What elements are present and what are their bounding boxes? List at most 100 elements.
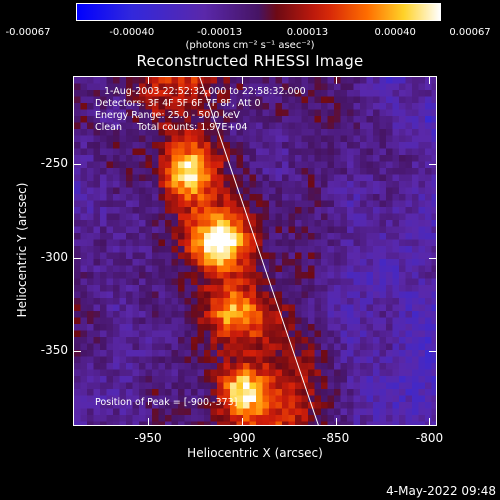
heatmap-cell — [230, 181, 237, 188]
heatmap-cell — [139, 129, 146, 136]
colorbar-units: (photons cm⁻² s⁻¹ asec⁻²) — [185, 40, 315, 51]
heatmap-cell — [288, 122, 296, 130]
heatmap-cell — [119, 103, 127, 110]
heatmap-cell — [392, 181, 400, 188]
heatmap-cell — [327, 402, 335, 409]
heatmap-cell — [139, 395, 146, 403]
heatmap-cell — [327, 272, 335, 279]
heatmap-cell — [301, 129, 309, 136]
heatmap-cell — [106, 363, 114, 370]
heatmap-cell — [392, 220, 400, 227]
heatmap-cell — [288, 317, 296, 325]
heatmap-cell — [93, 382, 101, 390]
heatmap-cell — [360, 96, 367, 104]
heatmap-cell — [126, 291, 133, 299]
heatmap-cell — [158, 389, 166, 396]
heatmap-cell — [223, 337, 231, 344]
heatmap-cell — [178, 233, 185, 240]
heatmap-cell — [321, 265, 328, 273]
heatmap-cell — [236, 421, 244, 425]
heatmap-cell — [184, 83, 192, 91]
heatmap-cell — [184, 382, 192, 390]
heatmap-cell — [119, 421, 127, 425]
heatmap-cell — [340, 382, 348, 390]
heatmap-cell — [223, 395, 231, 403]
heatmap-cell — [282, 135, 289, 143]
heatmap-cell — [425, 259, 432, 266]
heatmap-cell — [184, 402, 192, 409]
heatmap-cell — [405, 239, 413, 247]
heatmap-cell — [204, 239, 211, 247]
heatmap-cell — [158, 311, 166, 318]
heatmap-cell — [223, 200, 231, 208]
heatmap-cell — [405, 103, 413, 110]
heatmap-cell — [87, 259, 94, 266]
heatmap-cell — [347, 278, 354, 286]
heatmap-cell — [184, 408, 192, 416]
heatmap-cell — [93, 181, 101, 188]
heatmap-cell — [308, 207, 315, 214]
heatmap-cell — [262, 207, 270, 214]
heatmap-cell — [236, 350, 244, 357]
heatmap-cell — [379, 291, 387, 299]
heatmap-cell — [327, 298, 335, 305]
heatmap-cell — [301, 337, 309, 344]
heatmap-cell — [139, 356, 146, 364]
heatmap-cell — [288, 382, 296, 390]
heatmap-cell — [360, 272, 367, 279]
heatmap-cell — [171, 233, 179, 240]
heatmap-cell — [412, 168, 419, 175]
heatmap-cell — [288, 226, 296, 234]
heatmap-cell — [204, 324, 211, 331]
heatmap-cell — [158, 187, 166, 195]
heatmap-cell — [431, 415, 436, 422]
heatmap-cell — [327, 155, 335, 162]
heatmap-cell — [334, 116, 341, 123]
heatmap-cell — [262, 369, 270, 377]
heatmap-cell — [340, 181, 348, 188]
heatmap-cell — [321, 96, 328, 104]
heatmap-cell — [191, 77, 198, 84]
heatmap-cell — [197, 135, 205, 143]
heatmap-cell — [275, 324, 283, 331]
heatmap-cell — [204, 155, 211, 162]
heatmap-cell — [80, 278, 88, 286]
heatmap-cell — [366, 330, 374, 338]
heatmap-cell — [386, 278, 393, 286]
heatmap-cell — [262, 109, 270, 117]
heatmap-cell — [243, 90, 250, 97]
heatmap-cell — [275, 369, 283, 377]
heatmap-cell — [425, 298, 432, 305]
heatmap-cell — [93, 421, 101, 425]
heatmap-cell — [340, 298, 348, 305]
heatmap-cell — [210, 246, 218, 253]
heatmap-cell — [132, 278, 140, 286]
heatmap-cell — [314, 239, 322, 247]
heatmap-cell — [353, 324, 361, 331]
heatmap-cell — [386, 389, 393, 396]
heatmap-cell — [80, 356, 88, 364]
heatmap-cell — [184, 207, 192, 214]
heatmap-cell — [204, 402, 211, 409]
heatmap-cell — [80, 181, 88, 188]
heatmap-cell — [184, 291, 192, 299]
heatmap-cell — [217, 415, 224, 422]
heatmap-cell — [431, 83, 436, 91]
heatmap-cell — [197, 239, 205, 247]
heatmap-cell — [373, 135, 380, 143]
heatmap-cell — [262, 291, 270, 299]
heatmap-cell — [113, 103, 120, 110]
heatmap-cell — [353, 155, 361, 162]
heatmap-cell — [158, 298, 166, 305]
heatmap-cell — [392, 285, 400, 292]
heatmap-cell — [100, 116, 107, 123]
heatmap-cell — [132, 200, 140, 208]
heatmap-cell — [80, 194, 88, 201]
heatmap-cell — [314, 311, 322, 318]
heatmap-cell — [301, 233, 309, 240]
heatmap-cell — [275, 213, 283, 221]
heatmap-cell — [243, 278, 250, 286]
heatmap-cell — [230, 168, 237, 175]
heatmap-cell — [152, 239, 159, 247]
heatmap-cell — [204, 389, 211, 396]
